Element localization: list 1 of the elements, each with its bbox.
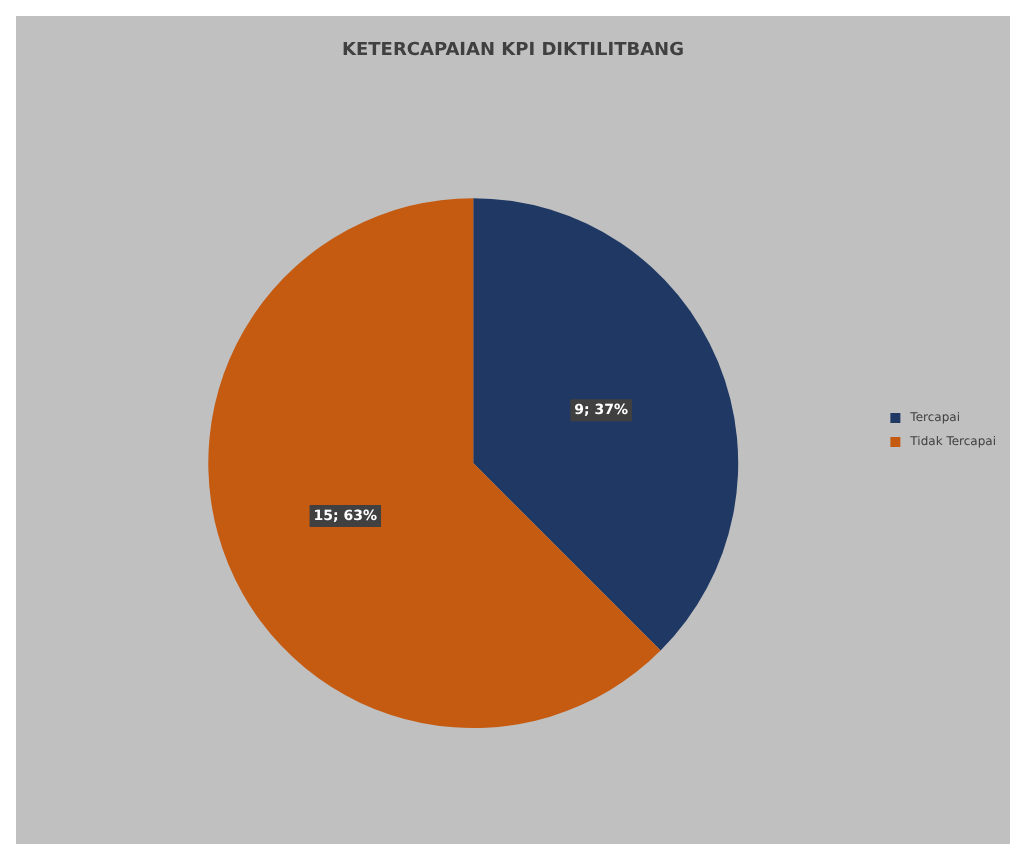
chart-title: KETERCAPAIAN KPI DIKTILITBANG [342,41,684,61]
